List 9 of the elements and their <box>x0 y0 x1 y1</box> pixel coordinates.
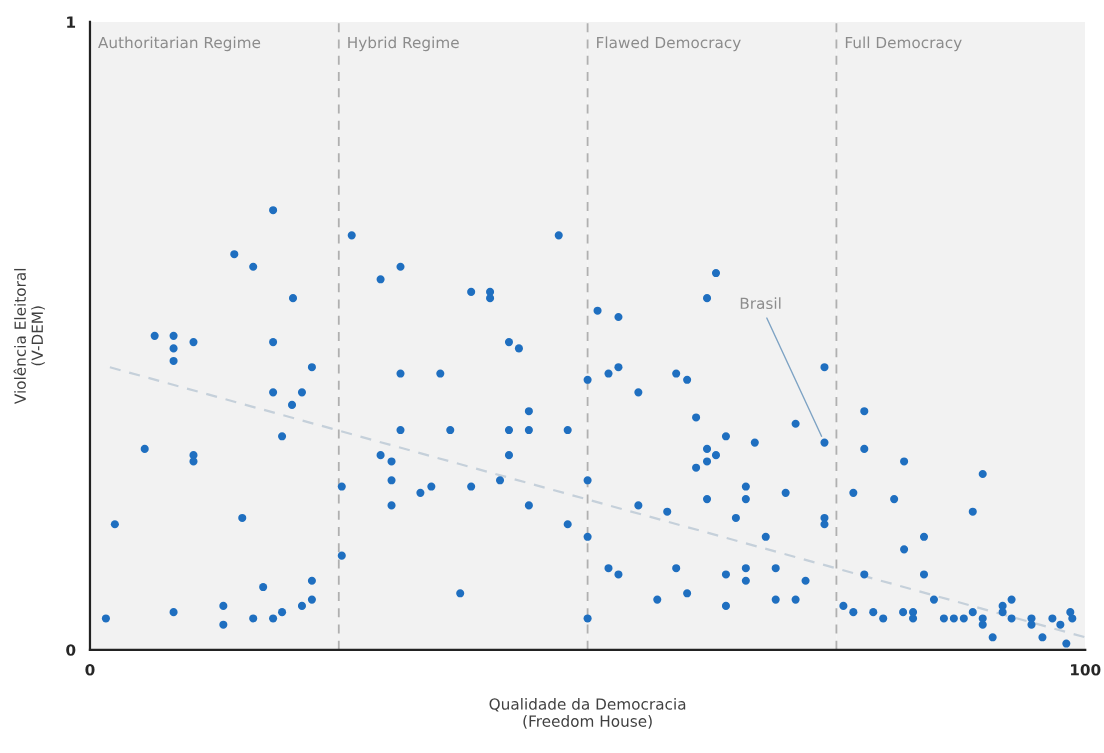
band-label: Full Democracy <box>845 36 962 52</box>
annotation: Brasil <box>740 297 781 310</box>
band-label: Authoritarian Regime <box>98 36 261 52</box>
band-label: Hybrid Regime <box>348 36 459 52</box>
y-tick-label: 1 <box>67 16 76 28</box>
x-axis-title: Qualidade da Democracia (Freedom House) <box>489 697 686 729</box>
y-axis-title: Violência Eleitoral (V-DEM) <box>13 268 45 405</box>
x-tick-label: 100 <box>1071 664 1101 676</box>
band-label: Flawed Democracy <box>597 36 741 52</box>
